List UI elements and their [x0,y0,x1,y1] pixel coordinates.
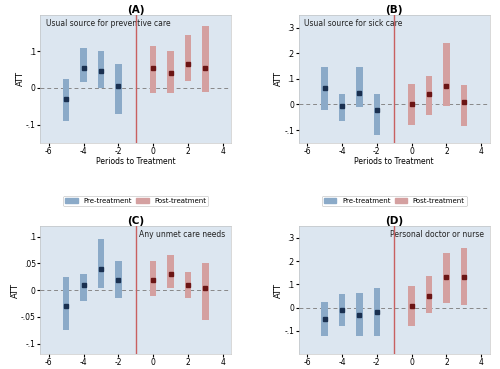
Bar [460,248,467,305]
Title: (D): (D) [385,216,404,226]
Title: (C): (C) [127,216,144,226]
Bar [168,255,174,287]
Bar [98,239,104,287]
Bar [322,302,328,336]
Text: Any unmet care needs: Any unmet care needs [140,230,226,239]
Bar [150,261,156,296]
Bar [338,294,345,326]
Title: (B): (B) [386,5,403,15]
Bar [184,35,192,81]
Bar [374,94,380,135]
Bar [202,263,208,320]
Bar [356,293,362,336]
Bar [322,67,328,110]
Bar [80,48,87,83]
Y-axis label: ATT: ATT [274,71,283,86]
X-axis label: Periods to Treatment: Periods to Treatment [354,158,434,166]
Bar [443,253,450,303]
Bar [408,84,415,125]
Bar [426,76,432,115]
Bar [356,67,362,107]
Bar [202,26,208,92]
Title: (A): (A) [127,5,144,15]
Text: Personal doctor or nurse: Personal doctor or nurse [390,230,484,239]
Bar [63,277,70,330]
X-axis label: Periods to Treatment: Periods to Treatment [96,158,176,166]
Bar [98,51,104,88]
Bar [115,261,121,298]
Bar [115,64,121,114]
Bar [408,286,415,326]
Text: Usual source for sick care: Usual source for sick care [304,18,402,28]
Bar [80,274,87,301]
Y-axis label: ATT: ATT [16,71,24,86]
Bar [443,43,450,106]
Bar [426,276,432,314]
Bar [63,79,70,121]
Y-axis label: ATT: ATT [10,283,20,298]
Text: Usual source for preventive care: Usual source for preventive care [46,18,170,28]
Bar [460,85,467,126]
Bar [168,51,174,93]
Bar [184,272,192,298]
Y-axis label: ATT: ATT [274,283,283,298]
Bar [150,46,156,93]
Bar [374,288,380,336]
Legend: Pre-treatment, Post-treatment: Pre-treatment, Post-treatment [322,196,466,206]
Legend: Pre-treatment, Post-treatment: Pre-treatment, Post-treatment [64,196,208,206]
Bar [338,94,345,121]
